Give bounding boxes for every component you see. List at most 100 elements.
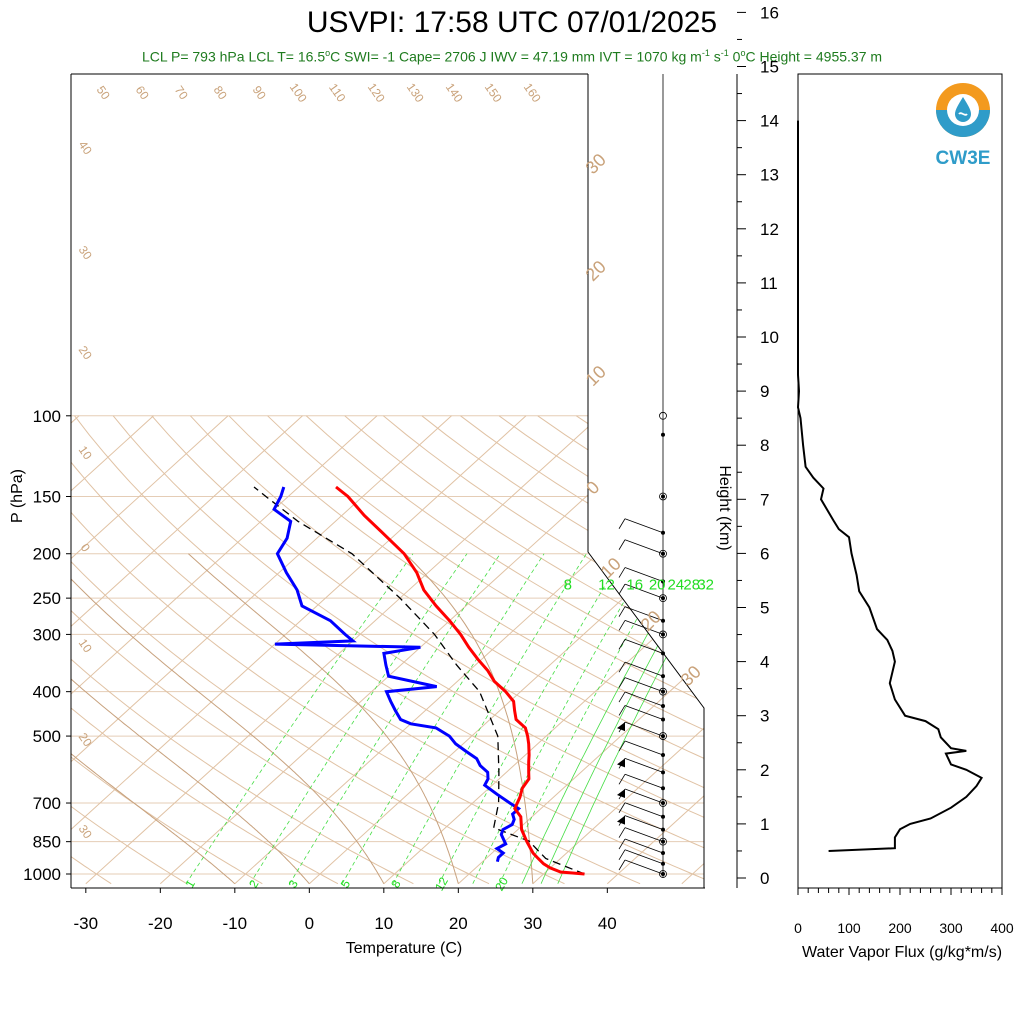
- dry-adiabat-label: 100: [287, 80, 310, 105]
- mixing-ratio-label: 12: [598, 576, 615, 593]
- subtitle-part: s: [709, 48, 721, 65]
- subtitle-part: C Height = 4955.37 m: [745, 48, 883, 65]
- wind-barb-flag: [617, 758, 625, 768]
- dry-adiabat-label: 70: [172, 83, 191, 102]
- isotherm-line: [606, 794, 705, 885]
- mixing-ratio-label: 20: [649, 576, 666, 593]
- mixing-ratio-line: [540, 558, 705, 884]
- wind-barb-feather: [618, 849, 626, 860]
- height-tick-label: 1: [760, 815, 769, 834]
- logo-wordmark: CW3E: [936, 148, 991, 169]
- dry-adiabat-label: 150: [482, 80, 505, 105]
- wind-barb-flag: [617, 789, 625, 799]
- flux-axis-title: Water Vapor Flux (g/kg*m/s): [802, 944, 1002, 961]
- y-tick-label: 300: [33, 625, 61, 644]
- wind-barb: [624, 740, 664, 756]
- dry-adiabat-label: 120: [365, 80, 388, 105]
- wind-barb: [624, 606, 664, 622]
- wind-barb: [624, 677, 664, 693]
- moist-adiabat-line: [71, 578, 385, 884]
- dry-adiabat-label: 130: [404, 80, 427, 105]
- subtitle-part: -1: [720, 48, 729, 58]
- mixing-ratio-label: 24: [667, 576, 684, 593]
- dry-adiabat-line: [71, 658, 414, 885]
- moist-adiabat-line: [71, 678, 310, 885]
- wind-level-dot: [661, 432, 665, 437]
- dry-adiabat-line: [71, 805, 188, 885]
- wind-barb: [624, 757, 664, 773]
- dry-adiabat-label: 110: [326, 81, 349, 105]
- wind-barb-feather: [618, 838, 626, 850]
- wind-barb: [624, 639, 664, 654]
- wind-barb-feather: [618, 802, 626, 813]
- wind-barb: [624, 721, 664, 737]
- wind-barb: [624, 849, 664, 865]
- height-tick-label: 12: [760, 220, 779, 239]
- dry-adiabat-line: [71, 511, 641, 885]
- chart-subtitle: LCL P= 793 hPa LCL T= 16.5oC SWI= -1 Cap…: [0, 48, 1024, 65]
- moist-adiabat-line: [188, 553, 459, 884]
- wind-barb-feather: [618, 705, 626, 716]
- wind-barb: [624, 773, 664, 789]
- dry-adiabat-label: 160: [521, 80, 544, 105]
- cw3e-logo: CW3E: [936, 83, 991, 169]
- wind-calm-circle: [659, 492, 667, 501]
- isotherm-edge-label: 20: [76, 343, 95, 362]
- isotherm-line: [71, 415, 229, 560]
- mixing-ratio-line: [185, 553, 414, 884]
- wind-barb-feather: [618, 774, 626, 785]
- dry-adiabat-line: [190, 415, 705, 760]
- wind-barb-feather: [618, 677, 626, 688]
- wind-barb-feather: [618, 606, 626, 617]
- mixing-ratio-line: [341, 553, 545, 884]
- y-axis-title: P (hPa): [9, 469, 26, 523]
- y-tick-label: 100: [33, 407, 61, 426]
- height-tick-label: 0: [760, 869, 769, 888]
- wind-barb-feather: [618, 539, 626, 550]
- dry-adiabat-line: [71, 461, 705, 880]
- isotherm-edge-label: 30: [76, 243, 95, 262]
- dewpoint-line: [272, 486, 522, 863]
- subtitle-part: 0: [728, 48, 741, 65]
- height-axis-title: Height (Km): [716, 465, 733, 550]
- dry-adiabat-label: 60: [133, 83, 152, 102]
- moist-adiabat-line: [71, 753, 236, 885]
- wind-barb: [624, 518, 664, 534]
- mixing-ratio-label: 16: [626, 576, 643, 593]
- wind-barb: [624, 567, 664, 582]
- wind-level-dot: [661, 494, 665, 499]
- mixing-ratio-label: 32: [697, 576, 714, 593]
- chart-title: USVPI: 17:58 UTC 07/01/2025: [306, 6, 718, 39]
- dry-adiabat-line: [267, 415, 705, 703]
- y-tick-label: 1000: [23, 865, 61, 884]
- dry-adiabat-line: [691, 415, 705, 425]
- isotherm-line: [71, 415, 452, 763]
- x-tick-label: 30: [523, 914, 542, 933]
- height-tick-label: 6: [760, 544, 769, 563]
- height-tick-label: 15: [760, 58, 779, 77]
- dry-adiabat-line: [74, 415, 705, 849]
- wind-barb: [624, 815, 664, 830]
- wind-barb-flag: [617, 722, 625, 732]
- x-tick-label: -30: [74, 914, 99, 933]
- wind-barb: [624, 705, 664, 720]
- height-tick-label: 7: [760, 490, 769, 509]
- height-tick-label: 16: [760, 3, 779, 22]
- x-tick-label: 20: [449, 914, 468, 933]
- flux-panel-frame: [797, 73, 1003, 889]
- height-tick-label: 9: [760, 382, 769, 401]
- wind-barb-feather: [618, 859, 626, 871]
- wind-barb-feather: [618, 827, 626, 838]
- dry-adiabat-line: [71, 609, 490, 885]
- wind-barb-feather: [618, 639, 626, 650]
- wind-calm-circle: [659, 687, 667, 696]
- dry-adiabat-line: [71, 707, 339, 885]
- isotherm-edge-label: 0: [78, 541, 93, 555]
- wind-barb: [624, 802, 664, 818]
- isotherm-edge-label: 10: [76, 636, 95, 655]
- mixing-ratio-line: [472, 553, 653, 884]
- mixing-ratio-label: 20: [492, 874, 511, 893]
- isotherm-edge-label: 10: [76, 443, 95, 462]
- thermodynamic-background: [71, 74, 705, 888]
